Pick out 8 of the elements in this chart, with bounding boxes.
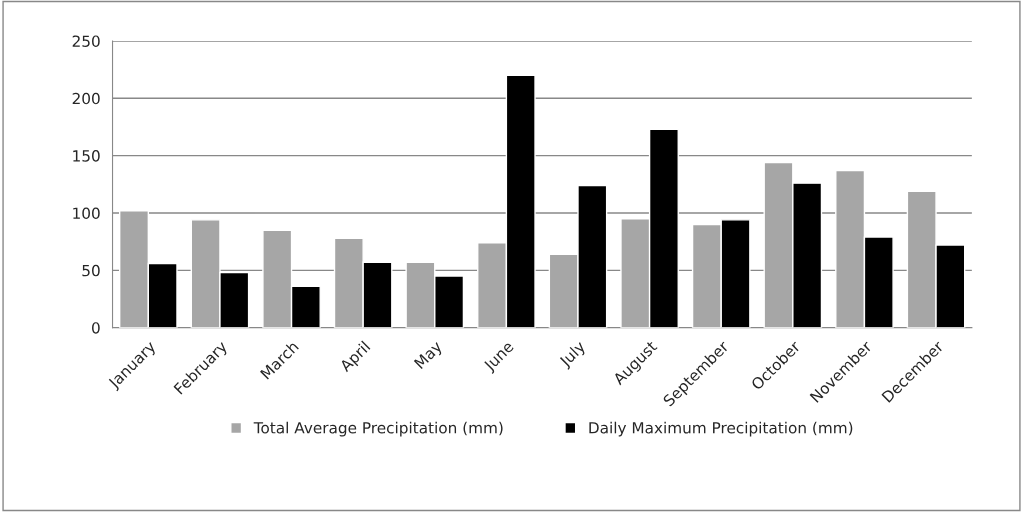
y-tick-label: 250 [72,35,100,47]
y-tick-label: 100 [73,207,100,220]
legend-label: Daily Maximum Precipitation (mm) [589,421,853,437]
legend-label: Total Average Precipitation (mm) [253,421,503,437]
y-tick-label: 150 [73,150,100,162]
y-tick-label: 0 [92,322,100,334]
y-tick-label: 200 [72,92,100,105]
y-tick-label: 50 [82,264,100,277]
